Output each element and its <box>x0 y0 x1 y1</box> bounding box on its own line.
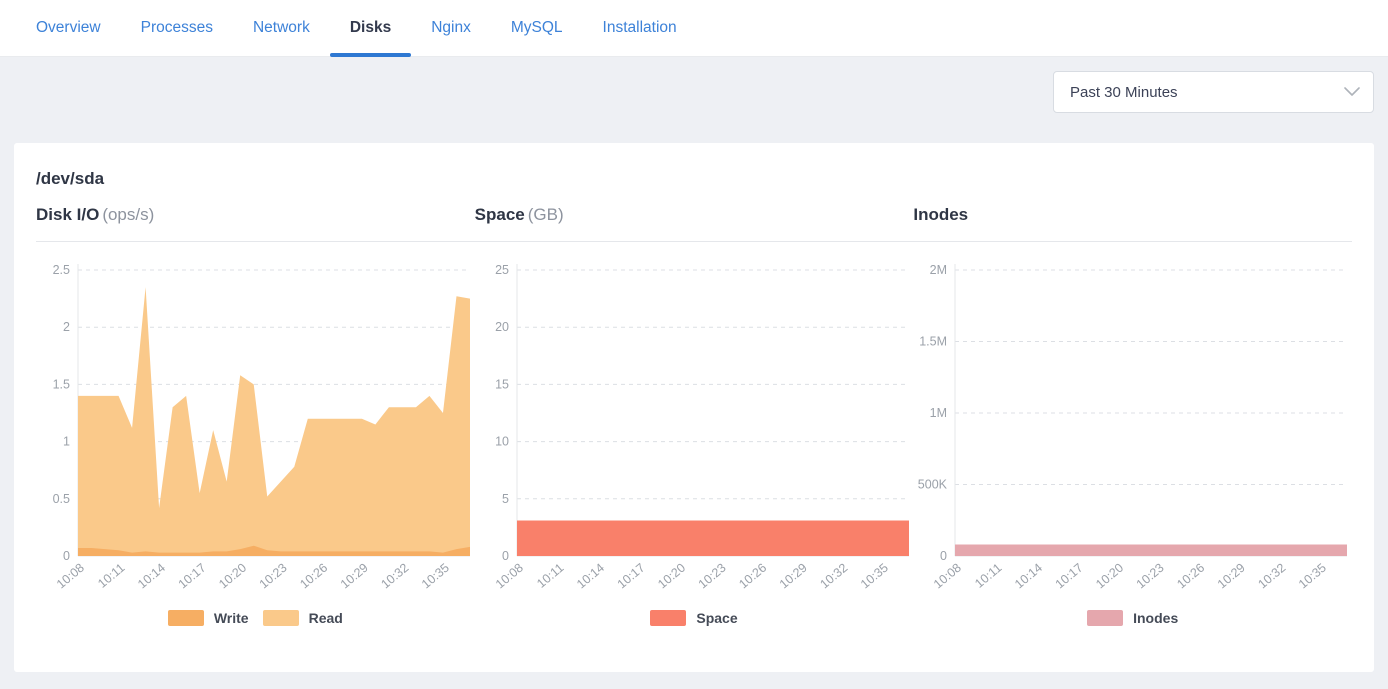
toolbar: Past 30 Minutes <box>0 57 1388 113</box>
svg-text:10:17: 10:17 <box>1053 561 1086 592</box>
svg-text:500K: 500K <box>918 478 948 492</box>
space-chart: 0 5 10 15 20 25 10:08 10:11 10:14 10:17 10:20 10:23… <box>475 254 914 606</box>
svg-text:15: 15 <box>495 377 509 391</box>
legend-swatch <box>262 610 299 626</box>
svg-text:10:14: 10:14 <box>135 561 168 592</box>
disk-io-chart: 0 0.5 1 1.5 2 2.5 10:08 10:11 10:14 10:17 10:20 10:… <box>36 254 475 606</box>
svg-text:10:26: 10:26 <box>297 561 330 592</box>
legend-item-inodes: Inodes <box>1087 610 1178 626</box>
legend-swatch <box>167 610 204 626</box>
chart-title-text: Space <box>474 205 525 224</box>
chart-title-space: Space (GB) <box>475 203 914 227</box>
chart-title-unit: (GB) <box>527 205 564 224</box>
tab-overview[interactable]: Overview <box>36 19 101 36</box>
svg-text:10:11: 10:11 <box>534 561 566 591</box>
svg-text:20: 20 <box>495 320 509 334</box>
legend-item-write: Write <box>167 610 249 626</box>
svg-text:5: 5 <box>502 492 509 506</box>
chart-legend: Write Read <box>36 610 475 626</box>
svg-text:0.5: 0.5 <box>53 492 70 506</box>
divider <box>36 241 1352 242</box>
svg-text:10: 10 <box>495 435 509 449</box>
chart-canvas: 0 5 10 15 20 25 10:08 10:11 10:14 10:17 10:20 10:23… <box>493 263 909 592</box>
svg-text:10:35: 10:35 <box>858 561 891 592</box>
svg-text:10:08: 10:08 <box>931 561 964 592</box>
svg-text:2: 2 <box>63 320 70 334</box>
svg-text:10:23: 10:23 <box>695 561 728 592</box>
chart-title-text: Inodes <box>913 205 969 224</box>
chart-col-space: 0 5 10 15 20 25 10:08 10:11 10:14 10:17 10:20 10:23… <box>475 254 914 626</box>
chart-titles-row: Disk I/O (ops/s) Space (GB) Inodes <box>36 203 1352 227</box>
svg-text:10:14: 10:14 <box>574 561 607 592</box>
chart-title-disk-io: Disk I/O (ops/s) <box>36 203 475 227</box>
chart-title-inodes: Inodes <box>913 203 1352 227</box>
chart-title-unit: (ops/s) <box>102 205 155 224</box>
svg-text:10:26: 10:26 <box>1175 561 1208 592</box>
svg-text:10:14: 10:14 <box>1012 561 1045 592</box>
svg-text:1: 1 <box>63 435 70 449</box>
svg-text:0: 0 <box>63 549 70 563</box>
legend-label: Space <box>696 610 738 626</box>
time-range-value: Past 30 Minutes <box>1070 83 1178 101</box>
svg-text:10:08: 10:08 <box>493 561 526 592</box>
chart-col-disk-io: 0 0.5 1 1.5 2 2.5 10:08 10:11 10:14 10:17 10:20 10:… <box>36 254 475 626</box>
chart-col-inodes: 0 500K 1M 1.5M 2M 10:08 10:11 10:14 10:17 10:20 10… <box>913 254 1352 626</box>
svg-text:10:20: 10:20 <box>1094 561 1127 592</box>
tab-installation[interactable]: Installation <box>602 19 677 36</box>
tab-network[interactable]: Network <box>252 19 310 36</box>
svg-text:10:35: 10:35 <box>419 561 452 592</box>
tab-processes[interactable]: Processes <box>140 19 213 36</box>
time-range-select[interactable]: Past 30 Minutes <box>1053 71 1374 113</box>
svg-text:10:08: 10:08 <box>54 561 87 592</box>
svg-text:10:11: 10:11 <box>973 561 1005 591</box>
tab-disks[interactable]: Disks <box>329 0 412 57</box>
chevron-down-icon <box>1344 87 1360 96</box>
svg-text:10:17: 10:17 <box>614 561 647 592</box>
svg-text:10:20: 10:20 <box>655 561 688 592</box>
svg-text:10:23: 10:23 <box>1134 561 1167 592</box>
svg-text:10:17: 10:17 <box>176 561 209 592</box>
svg-text:0: 0 <box>940 549 947 563</box>
disk-panel: /dev/sda Disk I/O (ops/s) Space (GB) Inode… <box>14 143 1374 672</box>
svg-text:10:26: 10:26 <box>736 561 769 592</box>
svg-text:10:32: 10:32 <box>1256 561 1289 592</box>
svg-text:10:29: 10:29 <box>338 561 371 592</box>
chart-legend: Inodes <box>913 610 1352 626</box>
legend-label: Write <box>213 610 249 626</box>
tab-mysql[interactable]: MySQL <box>510 19 563 36</box>
legend-label: Inodes <box>1133 610 1179 626</box>
svg-text:10:23: 10:23 <box>257 561 290 592</box>
svg-text:1.5M: 1.5M <box>920 335 948 349</box>
svg-text:10:29: 10:29 <box>1215 561 1248 592</box>
chart-title-text: Disk I/O <box>36 205 100 224</box>
legend-item-read: Read <box>262 610 343 626</box>
svg-text:2.5: 2.5 <box>53 263 70 277</box>
svg-text:25: 25 <box>495 263 509 277</box>
legend-item-space: Space <box>650 610 738 626</box>
chart-canvas: 0 0.5 1 1.5 2 2.5 10:08 10:11 10:14 10:17 10:20 10:… <box>53 263 470 592</box>
inodes-chart: 0 500K 1M 1.5M 2M 10:08 10:11 10:14 10:17 10:20 10… <box>913 254 1352 606</box>
svg-text:2M: 2M <box>930 263 947 277</box>
svg-text:1M: 1M <box>930 406 947 420</box>
device-title: /dev/sda <box>36 169 105 188</box>
charts-row: 0 0.5 1 1.5 2 2.5 10:08 10:11 10:14 10:17 10:20 10:… <box>36 254 1352 626</box>
svg-text:10:32: 10:32 <box>817 561 850 592</box>
svg-text:10:35: 10:35 <box>1296 561 1329 592</box>
chart-legend: Space <box>475 610 914 626</box>
svg-text:0: 0 <box>502 549 509 563</box>
svg-text:10:32: 10:32 <box>378 561 411 592</box>
tab-bar: Overview Processes Network Disks Nginx M… <box>0 0 1388 57</box>
legend-swatch <box>650 610 687 626</box>
svg-text:1.5: 1.5 <box>53 377 70 391</box>
tab-nginx[interactable]: Nginx <box>431 19 471 36</box>
svg-text:10:29: 10:29 <box>777 561 810 592</box>
svg-text:10:20: 10:20 <box>216 561 249 592</box>
svg-text:10:11: 10:11 <box>95 561 127 591</box>
legend-swatch <box>1087 610 1124 626</box>
legend-label: Read <box>308 610 343 626</box>
